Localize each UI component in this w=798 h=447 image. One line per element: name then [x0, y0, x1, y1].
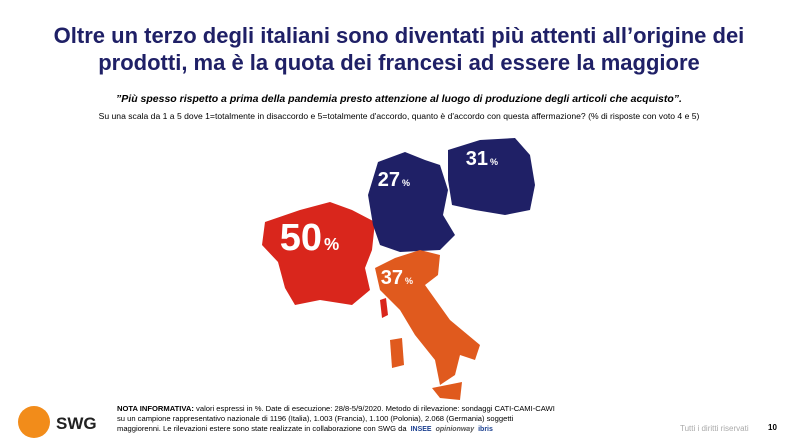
- value-label: 37: [381, 267, 403, 289]
- note-label: NOTA INFORMATIVA:: [117, 404, 194, 413]
- note: NOTA INFORMATIVA: valori espressi in %. …: [117, 404, 557, 435]
- shape: [432, 382, 462, 400]
- shape: [368, 152, 455, 252]
- unit-label: %: [324, 235, 339, 254]
- rights: Tutti i diritti riservati: [680, 424, 749, 433]
- shape: [375, 250, 480, 385]
- unit-label: %: [402, 178, 410, 188]
- value-label: 50: [280, 217, 322, 259]
- title: Oltre un terzo degli italiani sono diven…: [53, 23, 745, 75]
- partner-logo: INSEE: [410, 426, 432, 433]
- unit-label: %: [405, 276, 413, 286]
- partner-logo: ibris: [478, 426, 493, 433]
- unit-label: %: [490, 157, 498, 167]
- page-number: 10: [768, 423, 777, 432]
- value-label: 27: [378, 169, 400, 191]
- shape: [390, 338, 404, 368]
- country: [448, 138, 535, 215]
- shape: [262, 202, 375, 305]
- subtitle: ”Più spesso rispetto a prima della pande…: [116, 93, 682, 105]
- note-text: valori espressi in %. Date di esecuzione…: [117, 404, 555, 433]
- country: [262, 202, 388, 318]
- partner-logo: opinionway: [435, 426, 475, 433]
- logo: [18, 406, 50, 438]
- shape: [448, 138, 535, 215]
- brand: SWG: [56, 414, 97, 433]
- country: [375, 250, 480, 400]
- value-label: 31: [466, 148, 488, 170]
- country: [368, 152, 455, 252]
- shape: [380, 298, 388, 318]
- question: Su una scala da 1 a 5 dove 1=totalmente …: [98, 111, 700, 121]
